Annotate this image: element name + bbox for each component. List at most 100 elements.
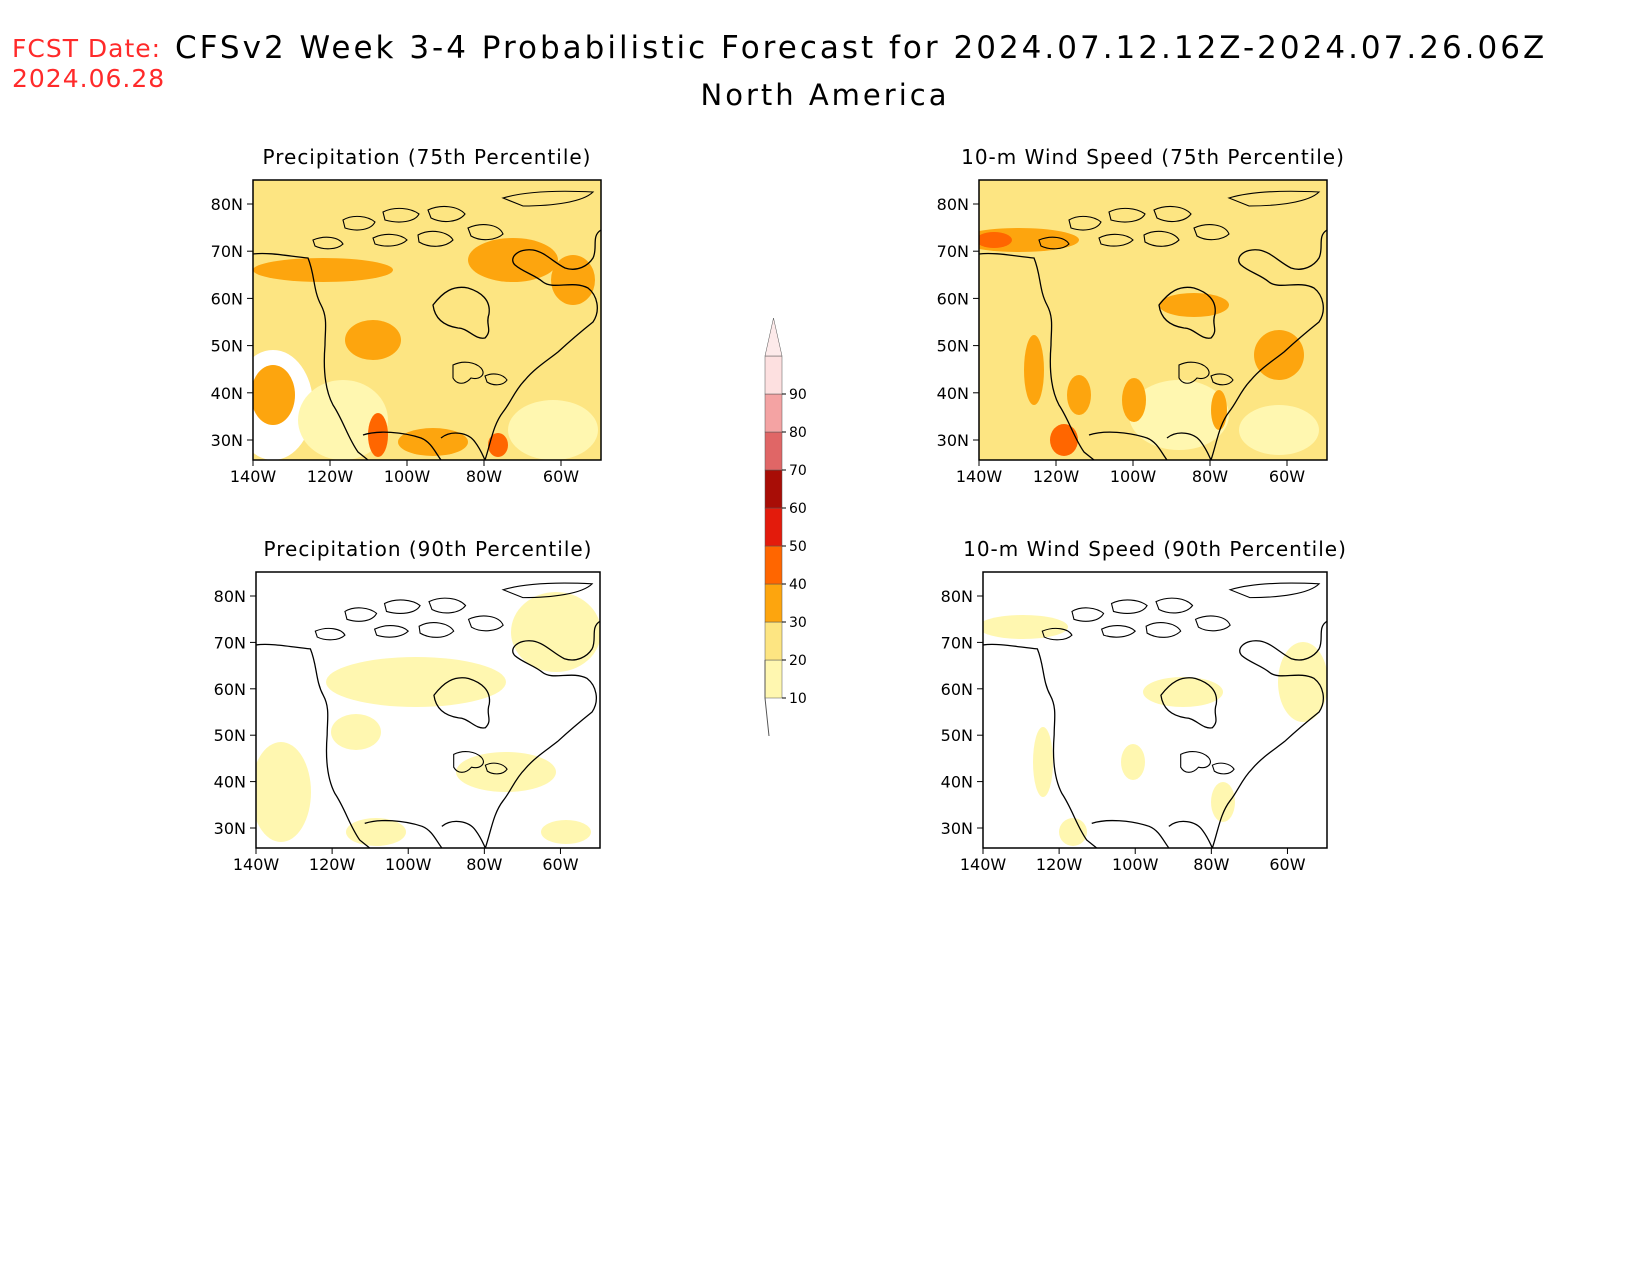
probability-shading bbox=[331, 714, 381, 750]
probability-shading bbox=[253, 365, 295, 425]
lat-tick-label: 50N bbox=[941, 726, 973, 745]
probability-shading bbox=[511, 592, 600, 672]
probability-shading bbox=[508, 400, 598, 460]
lat-tick-label: 60N bbox=[211, 289, 243, 308]
colorbar-level-label: 70 bbox=[789, 463, 807, 479]
probability-shading bbox=[1278, 642, 1327, 722]
lat-tick-label: 40N bbox=[211, 384, 243, 403]
probability-shading bbox=[1050, 424, 1078, 456]
probability-shading bbox=[398, 428, 468, 456]
colorbar-level-label: 10 bbox=[789, 691, 807, 707]
colorbar-level-label: 50 bbox=[789, 539, 807, 555]
fcst-date-label: FCST Date: bbox=[12, 34, 162, 63]
colorbar-swatch bbox=[764, 393, 783, 433]
lat-tick-label: 70N bbox=[214, 633, 246, 652]
lat-tick-label: 40N bbox=[941, 773, 973, 792]
colorbar-swatch bbox=[764, 469, 783, 509]
region-subtitle: North America bbox=[700, 78, 950, 112]
colorbar-level-label: 20 bbox=[789, 653, 807, 669]
forecast-date-block: FCST Date: 2024.06.28 bbox=[12, 34, 165, 94]
lon-tick-label: 60W bbox=[1269, 467, 1305, 486]
probability-shading bbox=[346, 818, 406, 846]
lat-tick-label: 70N bbox=[211, 242, 243, 261]
lon-tick-label: 100W bbox=[384, 467, 431, 486]
probability-shading bbox=[1159, 293, 1229, 317]
probability-shading bbox=[1254, 330, 1304, 380]
probability-shading bbox=[1143, 677, 1223, 707]
lat-tick-label: 80N bbox=[214, 587, 246, 606]
lon-tick-label: 100W bbox=[1112, 855, 1159, 874]
lat-tick-label: 40N bbox=[937, 384, 969, 403]
probability-shading bbox=[256, 742, 311, 842]
map-panel-precip-75: Precipitation (75th Percentile) 80N 70N 60N… bbox=[211, 145, 602, 486]
map-panel-wind-90: 10-m Wind Speed (90th Percentile) 80N 70N 6… bbox=[941, 537, 1346, 874]
colorbar-bottom-cap bbox=[764, 660, 770, 737]
lon-tick-label: 120W bbox=[309, 855, 356, 874]
fcst-date-value: 2024.06.28 bbox=[12, 64, 166, 93]
probability-shading bbox=[551, 255, 595, 305]
lon-tick-label: 140W bbox=[956, 467, 1003, 486]
lon-tick-label: 120W bbox=[1036, 855, 1083, 874]
probability-shading bbox=[979, 232, 1012, 248]
lat-tick-label: 50N bbox=[211, 337, 243, 356]
page-title: CFSv2 Week 3-4 Probabilistic Forecast fo… bbox=[175, 30, 1548, 66]
probability-shading bbox=[1067, 375, 1091, 415]
probability-shading bbox=[345, 320, 401, 360]
colorbar-level-label: 40 bbox=[789, 577, 807, 593]
map-frame bbox=[255, 571, 601, 849]
probability-shading bbox=[1122, 378, 1146, 422]
map-panel-precip-90: Precipitation (90th Percentile) 80N 70N 60N… bbox=[214, 537, 601, 874]
lon-tick-label: 60W bbox=[1269, 855, 1305, 874]
probability-shading bbox=[1121, 744, 1145, 780]
probability-shading bbox=[983, 572, 1327, 848]
colorbar-swatch bbox=[764, 583, 783, 623]
map-frame bbox=[978, 179, 1328, 461]
colorbar-swatch bbox=[764, 431, 783, 471]
probability-shading bbox=[1211, 390, 1227, 430]
probability-shading bbox=[1033, 727, 1053, 797]
lat-tick-label: 30N bbox=[214, 819, 246, 838]
map-frame bbox=[982, 571, 1328, 849]
probability-shading bbox=[541, 820, 591, 844]
map-panel-wind-75: 10-m Wind Speed (75th Percentile) 80N 70N 6… bbox=[937, 145, 1345, 486]
lon-tick-label: 80W bbox=[466, 467, 502, 486]
lon-tick-label: 120W bbox=[1033, 467, 1080, 486]
probability-shading bbox=[326, 657, 506, 707]
colorbar-level-label: 90 bbox=[789, 387, 807, 403]
lat-tick-label: 60N bbox=[941, 680, 973, 699]
colorbar-swatch bbox=[764, 507, 783, 547]
probability-shading bbox=[1024, 335, 1044, 405]
lon-tick-label: 60W bbox=[543, 467, 579, 486]
lon-tick-label: 140W bbox=[960, 855, 1007, 874]
probability-shading bbox=[298, 380, 388, 460]
panel-title: 10-m Wind Speed (75th Percentile) bbox=[961, 145, 1345, 169]
lon-tick-label: 140W bbox=[230, 467, 277, 486]
lat-tick-label: 50N bbox=[937, 337, 969, 356]
lon-tick-label: 100W bbox=[385, 855, 432, 874]
lat-tick-label: 70N bbox=[937, 242, 969, 261]
lon-tick-label: 80W bbox=[1193, 855, 1229, 874]
probability-shading bbox=[368, 413, 388, 457]
lat-tick-label: 60N bbox=[937, 289, 969, 308]
colorbar-legend: 10 20 30 40 50 60 70 80 90 bbox=[764, 317, 807, 737]
probability-shading bbox=[488, 433, 508, 457]
lat-tick-label: 30N bbox=[937, 431, 969, 450]
colorbar-top-cap bbox=[764, 317, 783, 357]
colorbar-level-label: 60 bbox=[789, 501, 807, 517]
lat-tick-label: 70N bbox=[941, 633, 973, 652]
lon-tick-label: 60W bbox=[542, 855, 578, 874]
lat-tick-label: 80N bbox=[937, 195, 969, 214]
lon-tick-label: 140W bbox=[233, 855, 280, 874]
probability-shading bbox=[1059, 818, 1087, 846]
lon-tick-label: 80W bbox=[1192, 467, 1228, 486]
colorbar-swatch bbox=[764, 545, 783, 585]
lat-tick-label: 40N bbox=[214, 773, 246, 792]
panel-title: Precipitation (90th Percentile) bbox=[264, 537, 593, 561]
lon-tick-label: 80W bbox=[466, 855, 502, 874]
probability-shading bbox=[1129, 380, 1229, 450]
colorbar-level-label: 30 bbox=[789, 615, 807, 631]
probability-shading bbox=[1239, 405, 1319, 455]
probability-shading bbox=[983, 615, 1068, 639]
colorbar-swatch bbox=[764, 621, 783, 661]
panel-title: Precipitation (75th Percentile) bbox=[263, 145, 592, 169]
